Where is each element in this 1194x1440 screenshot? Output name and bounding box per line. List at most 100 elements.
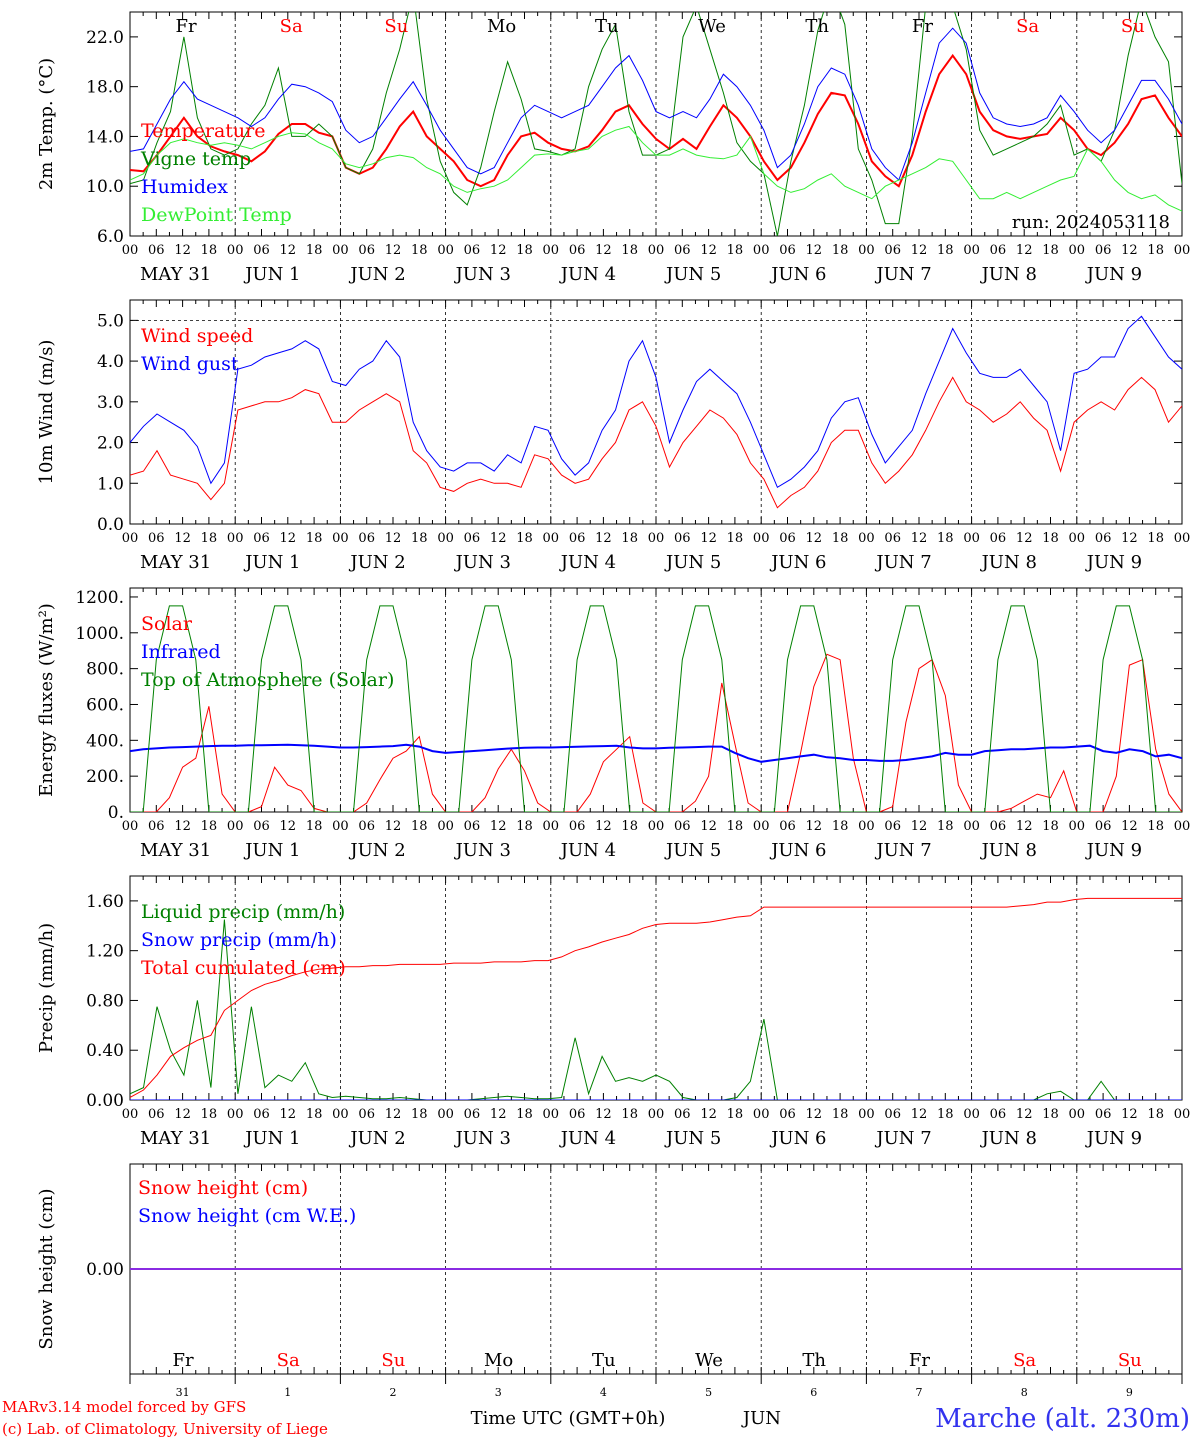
hour-tick-label: 18 <box>516 531 533 546</box>
hour-tick-label: 06 <box>674 819 691 834</box>
date-label: JUN 1 <box>243 264 300 285</box>
legend-entry: Wind gust <box>141 353 239 375</box>
hour-tick-label: 06 <box>569 531 586 546</box>
hour-tick-label: 12 <box>700 1107 717 1122</box>
legend-entry: Top of Atmosphere (Solar) <box>141 669 394 691</box>
day-name: We <box>695 1350 723 1371</box>
hour-tick-label: 18 <box>411 531 428 546</box>
hour-tick-label: 00 <box>648 819 665 834</box>
hour-tick-label: 00 <box>963 819 980 834</box>
y-tick-label: 800. <box>86 660 124 680</box>
hour-tick-label: 18 <box>201 531 218 546</box>
station-name: Marche (alt. 230m) <box>935 1404 1190 1434</box>
date-label: JUN 9 <box>1085 552 1142 573</box>
legend-entry: Liquid precip (mm/h) <box>141 901 345 923</box>
hour-tick-label: 00 <box>332 1107 349 1122</box>
hour-tick-label: 00 <box>963 243 980 258</box>
hour-tick-label: 00 <box>122 1107 139 1122</box>
day-number: 1 <box>284 1386 291 1399</box>
hour-tick-label: 06 <box>674 243 691 258</box>
date-label: JUN 4 <box>559 552 616 573</box>
hour-tick-label: 06 <box>148 531 165 546</box>
hour-tick-label: 12 <box>595 1107 612 1122</box>
date-label: JUN 1 <box>243 552 300 573</box>
hour-tick-label: 06 <box>674 531 691 546</box>
hour-tick-label: 00 <box>1174 531 1191 546</box>
hour-tick-label: 18 <box>832 243 849 258</box>
hour-tick-label: 00 <box>963 1107 980 1122</box>
hour-tick-label: 00 <box>648 531 665 546</box>
hour-tick-label: 06 <box>1095 1107 1112 1122</box>
hour-tick-label: 06 <box>1095 243 1112 258</box>
hour-tick-label: 12 <box>700 531 717 546</box>
day-number: 3 <box>495 1386 502 1399</box>
hour-tick-label: 18 <box>1147 531 1164 546</box>
hour-tick-label: 18 <box>1042 819 1059 834</box>
y-tick-label: 1.60 <box>86 892 124 912</box>
hour-tick-label: 06 <box>884 243 901 258</box>
day-name: Th <box>802 1350 826 1371</box>
day-name: Mo <box>484 1350 513 1371</box>
y-tick-label: 1.0 <box>97 474 124 494</box>
hour-tick-label: 06 <box>253 1107 270 1122</box>
hour-tick-label: 12 <box>385 1107 402 1122</box>
hour-tick-label: 18 <box>727 531 744 546</box>
hour-tick-label: 18 <box>937 819 954 834</box>
y-tick-label: 400. <box>86 731 124 751</box>
hour-tick-label: 18 <box>832 1107 849 1122</box>
y-tick-label: 0.80 <box>86 991 124 1011</box>
hour-tick-label: 06 <box>1095 819 1112 834</box>
date-label: JUN 2 <box>348 552 405 573</box>
hour-tick-label: 06 <box>884 531 901 546</box>
y-tick-label: 0.40 <box>86 1041 124 1061</box>
hour-tick-label: 00 <box>122 243 139 258</box>
hour-tick-label: 18 <box>621 1107 638 1122</box>
panel-4: 0.00 0.40 0.80 1.20 1.60 Precip (mm/h) Liquid … <box>36 875 1190 1149</box>
hour-tick-label: 18 <box>832 819 849 834</box>
hour-tick-label: 12 <box>280 243 297 258</box>
footer: Time UTC (GMT+0h) JUN MARv3.14 model force… <box>2 1398 1190 1438</box>
legend-entry: Snow height (cm) <box>138 1177 308 1199</box>
y-tick-label: 18.0 <box>86 78 124 98</box>
date-label: JUN 4 <box>559 264 616 285</box>
hour-tick-label: 18 <box>306 819 323 834</box>
date-label: JUN 8 <box>980 1128 1037 1149</box>
hour-tick-label: 00 <box>963 531 980 546</box>
y-tick-label: 1200. <box>75 588 124 608</box>
hour-tick-label: 06 <box>1095 531 1112 546</box>
hour-tick-label: 00 <box>753 531 770 546</box>
day-number: 7 <box>916 1386 923 1399</box>
date-label: JUN 9 <box>1085 264 1142 285</box>
hour-tick-label: 00 <box>1174 243 1191 258</box>
hour-tick-label: 06 <box>779 531 796 546</box>
hour-tick-label: 18 <box>201 243 218 258</box>
hour-tick-label: 18 <box>1042 243 1059 258</box>
model-credit: MARv3.14 model forced by GFS <box>2 1398 246 1416</box>
hour-tick-label: 18 <box>621 819 638 834</box>
series-line-1 <box>130 919 1182 1100</box>
hour-tick-label: 00 <box>227 531 244 546</box>
panel-2: 0.0 1.0 2.0 3.0 4.0 5.0 10m Wind (m/s) Wind spe… <box>36 299 1191 573</box>
hour-tick-label: 06 <box>464 1107 481 1122</box>
date-label: JUN 9 <box>1085 840 1142 861</box>
hour-tick-label: 12 <box>1016 243 1033 258</box>
legend-entry: Temperature <box>141 120 265 142</box>
date-label: JUN 7 <box>874 264 931 285</box>
y-axis-label: 2m Temp. (°C) <box>36 58 57 190</box>
month-label: JUN <box>741 1408 781 1429</box>
hour-tick-label: 12 <box>385 243 402 258</box>
date-label: JUN 7 <box>874 840 931 861</box>
date-label: JUN 5 <box>664 552 721 573</box>
legend-entry: Total cumulated (cm) <box>141 957 346 979</box>
hour-tick-label: 12 <box>911 819 928 834</box>
hour-tick-label: 00 <box>227 243 244 258</box>
hour-tick-label: 00 <box>332 531 349 546</box>
hour-tick-label: 06 <box>148 819 165 834</box>
y-tick-label: 1.20 <box>86 942 124 962</box>
hour-tick-label: 18 <box>201 819 218 834</box>
x-axis-label: Time UTC (GMT+0h) <box>471 1408 666 1429</box>
y-tick-label: 6.0 <box>97 227 124 247</box>
hour-tick-label: 00 <box>1174 819 1191 834</box>
y-tick-label: 3.0 <box>97 393 124 413</box>
date-label: JUN 4 <box>559 1128 616 1149</box>
